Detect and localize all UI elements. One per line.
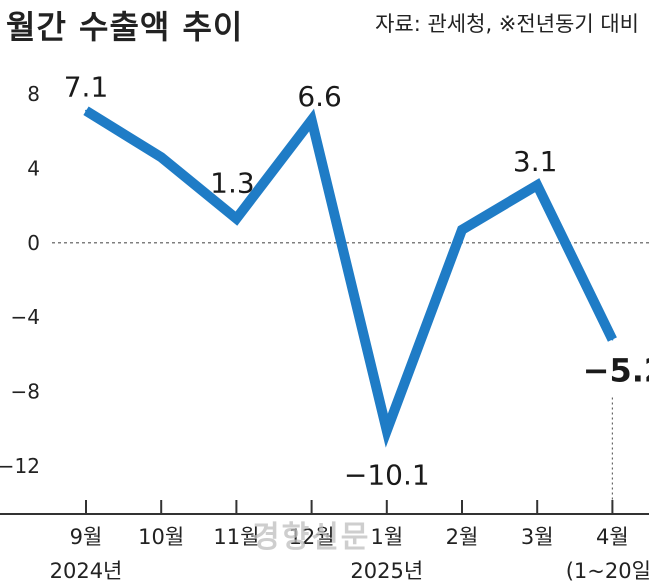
x-tick-sublabel: (1~20일) <box>566 559 649 583</box>
data-point <box>85 109 87 112</box>
y-tick-label: 8 <box>27 82 40 106</box>
y-tick-label: −4 <box>11 305 40 329</box>
data-label: −10.1 <box>344 459 430 492</box>
chart-title: 월간 수출액 추이 <box>6 8 244 46</box>
y-tick-label: 0 <box>27 231 40 255</box>
source-note: 자료: 관세청, ※전년동기 대비 <box>375 12 639 36</box>
x-tick-label: 12월 <box>289 525 335 549</box>
data-point <box>310 119 313 122</box>
data-point <box>611 338 614 341</box>
data-label: 1.3 <box>210 167 255 200</box>
data-label: −5.2% <box>583 352 649 390</box>
data-points <box>85 109 614 432</box>
x-tick-label: 9월 <box>70 525 103 549</box>
data-point <box>160 156 163 159</box>
x-tick-label: 11월 <box>213 525 259 549</box>
x-tick-label: 4월 <box>596 525 629 549</box>
data-point <box>461 228 463 231</box>
x-tick-sublabel: 2024년 <box>50 559 123 583</box>
data-point <box>536 184 539 187</box>
y-tick-label: 4 <box>27 156 40 180</box>
x-tick-label: 3월 <box>521 525 554 549</box>
x-tick-label: 10월 <box>138 525 184 549</box>
data-label: 6.6 <box>297 80 342 113</box>
x-tick-sublabel: 2025년 <box>350 559 423 583</box>
series-line <box>83 106 617 448</box>
data-label: 7.1 <box>64 71 109 104</box>
x-tick-label: 1월 <box>370 525 403 549</box>
x-tick-label: 2월 <box>446 525 479 549</box>
data-label: 3.1 <box>513 145 558 178</box>
y-axis: 8 4 0 −4 −8 −12 <box>0 82 40 478</box>
watermark: 경향신문 <box>252 520 371 555</box>
y-tick-label: −8 <box>11 380 40 404</box>
x-axis: 9월 2024년 10월 11월 12월 1월 2025년 2월 3월 4월 (1~20일) <box>50 500 649 583</box>
data-labels: 7.1 1.3 6.6 −10.1 3.1 −5.2% <box>64 71 649 492</box>
data-point <box>235 217 238 220</box>
y-tick-label: −12 <box>0 454 40 478</box>
data-point <box>385 429 388 432</box>
